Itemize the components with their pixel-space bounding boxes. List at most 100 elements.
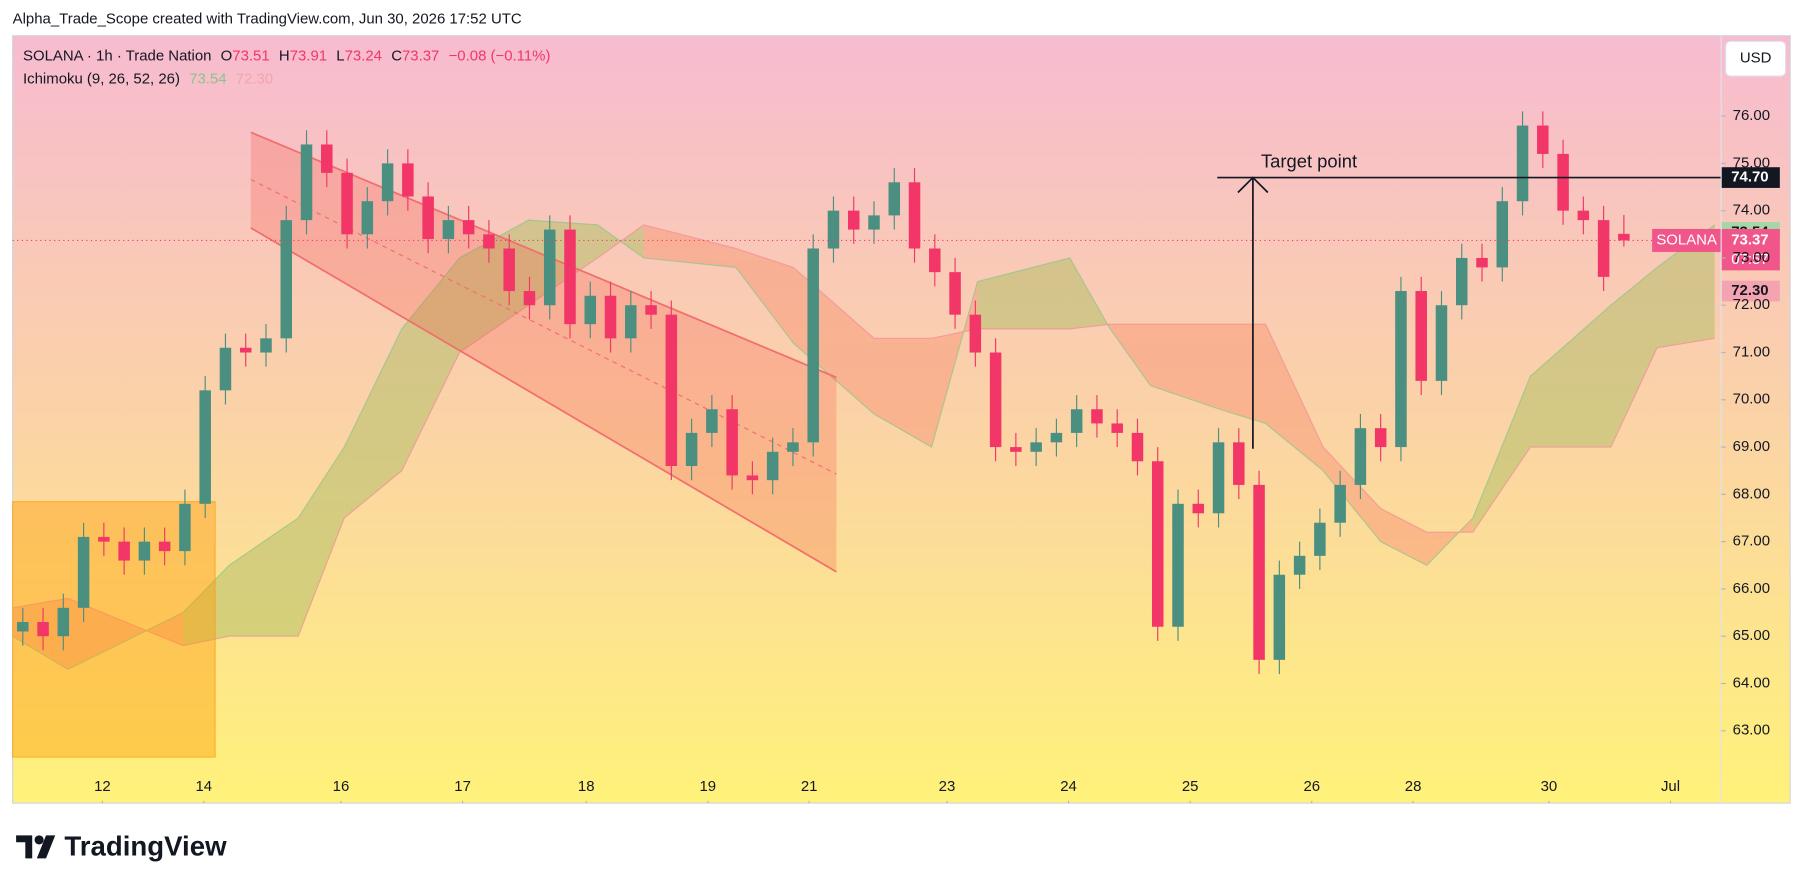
x-tick-label: 18 [578,778,595,795]
credit: Alpha_Trade_Scope created with TradingVi… [13,11,522,28]
y-tick-label: 65.00 [1733,627,1770,644]
symbol-tag-box [1652,228,1722,252]
candle-body [98,536,110,542]
candle-body [17,622,29,632]
cloud-segment [401,257,460,471]
candle-body [969,314,982,353]
currency[interactable]: USD [1740,50,1772,67]
target-label: Target point [1261,150,1357,171]
l-label: L [336,47,344,64]
last-price-box [1721,228,1780,271]
candle-body [787,442,799,452]
y-tick-label: 63.00 [1733,722,1770,739]
c-value: 73.37 [402,47,439,64]
x-tick-label: 26 [1303,778,1320,795]
cloud-segment [1530,305,1611,448]
candle-body [118,541,130,561]
brand-logo [16,835,56,859]
x-tick-label: 21 [801,778,818,795]
span_b-line [12,224,1715,647]
price-tag-label: 72.30 [1731,282,1768,299]
candle-body [1476,257,1488,268]
candle-body [989,352,1002,448]
candle-body [1253,484,1265,660]
candle-body [179,503,191,552]
candle-body [807,248,819,443]
candle-body [138,541,151,561]
candle-body [462,220,475,235]
overlay: Target point74.7073.5472.30SOLANA73.3707… [12,150,1780,449]
o-value: 73.51 [232,47,269,64]
last-price-label: 73.37 [1731,231,1768,248]
candle-body [1496,201,1509,268]
x-tick-label: 14 [195,778,212,795]
y-tick-label: 75.00 [1733,154,1770,171]
x-tick-label: 24 [1060,778,1077,795]
candle-body [1172,503,1184,627]
lead-b-value: 72.30 [236,70,273,87]
candle-body [929,248,941,273]
cloud-segment [1150,324,1220,410]
candle-body [1537,125,1549,154]
candle-body [766,451,779,481]
y-tick-label: 67.00 [1733,533,1770,550]
y-tick-label: 73.00 [1733,249,1770,266]
change: −0.08 (−0.11%) [449,47,551,64]
candle-body [1597,220,1610,277]
currency-button[interactable] [1725,40,1787,77]
candle-body [219,347,232,391]
candle-body [402,163,414,197]
cloud-segment [1265,324,1324,471]
cloud-segment [1380,508,1427,566]
candle-body [1030,442,1042,452]
candle-body [847,210,860,230]
candle-body [868,215,880,230]
candle-body [888,182,901,216]
y-tick-label: 76.00 [1733,107,1770,124]
candle-body [37,622,49,637]
lead-a-value: 73.54 [189,70,226,87]
x-tick-label: 19 [700,778,717,795]
cloud-segment [874,338,932,448]
candle-body [1151,461,1164,627]
indicator-legend: Ichimoku (9, 26, 52, 26) 73.54 72.30 [23,70,273,87]
candle-body [1516,125,1529,202]
legend: SOLANA · 1h · Trade Nation O73.51 H73.91 L7… [23,47,550,64]
candle-body [1131,432,1144,462]
candle-body [645,305,657,315]
candle-body [908,182,921,249]
cloud-segment [1610,267,1658,448]
target-arrowhead [1237,176,1269,194]
candle-body [1192,503,1205,514]
candle-body [1395,291,1407,448]
candle-body [564,229,576,325]
candle-body [726,409,738,476]
candle-body [1557,153,1569,211]
ichimoku-cloud [12,219,1716,670]
candle-body [1455,257,1468,306]
candle-body [1091,409,1103,424]
x-tick-label: 23 [939,778,956,795]
candle-body [1111,423,1123,433]
candle-body [199,390,211,504]
candle-body [1070,409,1083,433]
x-tick-label: 12 [94,778,111,795]
cloud-segment [1323,447,1381,542]
candle-body [57,607,70,637]
candle-body [422,196,434,240]
candle-body [1577,210,1590,221]
y-tick-label: 70.00 [1733,391,1770,408]
candle-body [280,220,293,339]
price-tag-label: 74.70 [1731,169,1768,186]
candles [17,111,1630,675]
candle-body [503,248,515,292]
candle-body [625,305,637,339]
cloud-segment [298,447,345,637]
y-tick-label: 68.00 [1733,485,1770,502]
candle-body [483,234,495,249]
y-tick-label: 64.00 [1733,674,1770,691]
cloud-segment [1110,324,1151,386]
candle-body [706,409,718,433]
x-tick-label: 30 [1541,778,1558,795]
